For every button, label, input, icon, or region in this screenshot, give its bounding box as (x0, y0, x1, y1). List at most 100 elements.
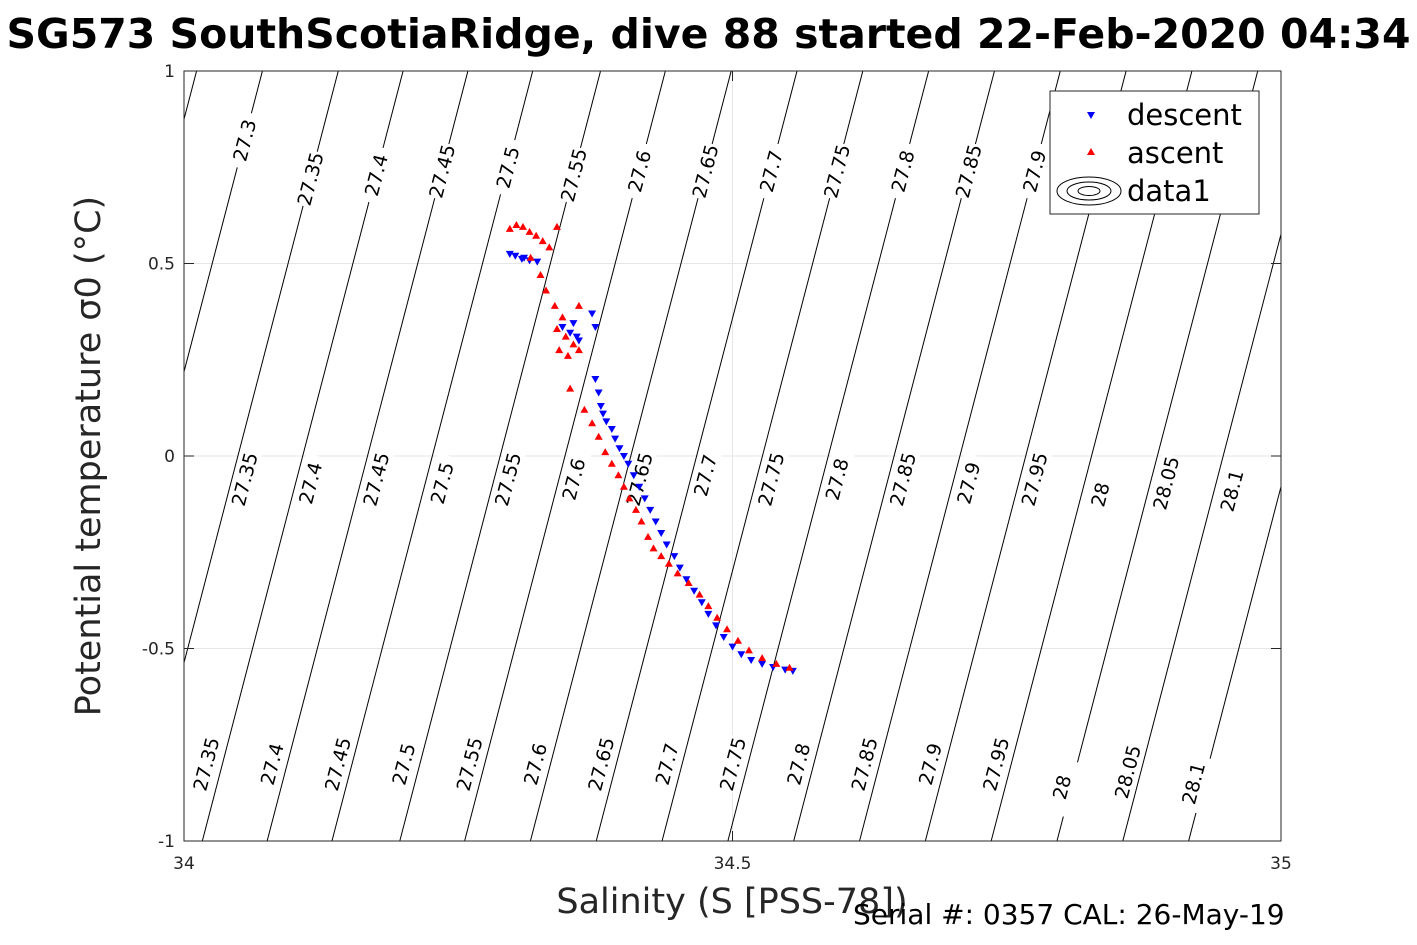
ascent-point (532, 231, 541, 239)
ascent-point (525, 227, 534, 235)
ascent-point (664, 559, 673, 567)
isopycnal-label-bg (451, 734, 487, 794)
isopycnal-label-bg (226, 449, 263, 509)
x-axis-label: Salinity (S [PSS-78]) (556, 882, 907, 922)
axis-ticks: 34 34.5 35 -1 -0.5 0 0.5 1 (142, 62, 1292, 874)
descent-point (607, 426, 616, 434)
legend: descent ascent data1 (1049, 90, 1260, 215)
y-axis-label: Potential temperature σ0 (°C) (69, 196, 109, 716)
isopycnal-label-bg (1175, 753, 1211, 814)
isopycnal-label-bg (648, 734, 685, 794)
ascent-point (733, 636, 742, 644)
descent-point (574, 337, 583, 345)
ascent-point (538, 237, 547, 245)
isopycnal-line (331, 71, 534, 841)
ascent-point (594, 432, 603, 440)
ascent-point (505, 224, 514, 232)
ascent-point (673, 569, 682, 577)
ascent-point (512, 221, 521, 228)
ascent-point (601, 448, 610, 456)
ascent-point (518, 222, 527, 230)
ascent-point (574, 346, 583, 354)
isopycnal-label-bg (1043, 757, 1080, 817)
descent-point (635, 483, 644, 491)
isopycnal-label-bg (1148, 453, 1184, 513)
isopycnal-label-bg (555, 449, 592, 509)
y-tick-label: -1 (158, 832, 175, 852)
isopycnal-label-bg (517, 734, 553, 794)
descent-point (591, 376, 600, 383)
ascent-point (744, 646, 753, 654)
isopycnal-label-bg (819, 141, 855, 201)
isopycnal-label-bg (1213, 460, 1250, 521)
y-tick-label: -0.5 (142, 640, 175, 660)
ascent-point (526, 253, 535, 261)
isopycnal-label-bg (1109, 741, 1146, 802)
isopycnal-line (1188, 484, 1281, 841)
isopycnal-label-bg (714, 734, 751, 794)
isopycnal-label-bg (424, 453, 460, 513)
isopycnal-line (266, 71, 469, 841)
isopycnal-line (1122, 232, 1281, 841)
descent-point (719, 633, 728, 641)
legend-contour-label: data1 (1127, 174, 1211, 208)
isopycnal-label-bg (1016, 449, 1052, 509)
ascent-point (552, 222, 561, 230)
ascent-point (713, 613, 722, 621)
ascent-point (785, 663, 794, 671)
isopycnal-line (184, 71, 263, 374)
y-tick-label: 0.5 (148, 255, 175, 275)
ascent-point (558, 313, 567, 321)
isopycnal-line (464, 71, 666, 841)
isopycnal-label-bg (621, 449, 657, 509)
ascent-point (758, 654, 767, 662)
isopycnal-label-bg (358, 145, 394, 205)
descent-point (572, 333, 581, 341)
legend-contour-icon (1056, 176, 1122, 206)
legend-ascent-label: ascent (1127, 136, 1223, 170)
descent-point (728, 643, 737, 651)
isopycnal-label-bg (1016, 141, 1052, 201)
ascent-point (695, 590, 704, 598)
descent-point (747, 657, 756, 665)
ascent-point (542, 286, 551, 294)
descent-point (588, 310, 597, 318)
ascent-point (566, 384, 575, 392)
isopycnal-label-bg (1082, 464, 1118, 525)
isopycnal-label-bg (292, 148, 328, 209)
descent-point (651, 518, 660, 526)
isopycnal-label-bg (254, 734, 290, 794)
descent-point (558, 324, 567, 332)
ascent-point (607, 459, 616, 467)
descent-point (591, 324, 600, 332)
isopycnal-label-bg (489, 137, 526, 198)
isopycnal-label-bg (188, 734, 224, 794)
legend-descent-label: descent (1127, 98, 1242, 132)
isopycnal-label-bg (819, 449, 855, 509)
ascent-point (684, 579, 693, 587)
descent-point (569, 320, 578, 328)
descent-point (599, 410, 608, 418)
isopycnal-label-bg (385, 734, 422, 794)
descent-point (682, 576, 691, 584)
isopycnal-label-bg (753, 141, 789, 201)
descent-point (511, 252, 520, 260)
ascent-point (555, 346, 564, 354)
ascent-point (614, 471, 623, 479)
descent-point (624, 460, 633, 468)
isopycnal-line (727, 71, 930, 841)
descent-point (594, 389, 603, 397)
y-tick-label: 0 (164, 447, 175, 467)
y-tick-label: 1 (164, 62, 175, 82)
ascent-point (644, 532, 653, 540)
descent-point (662, 541, 671, 549)
descent-point (670, 553, 679, 561)
ascent-point (723, 625, 732, 633)
isopycnal-label-bg (621, 141, 657, 201)
ascent-point (561, 332, 570, 340)
isopycnal-label-bg (226, 110, 263, 171)
isopycnal-line (595, 71, 798, 841)
descent-point (640, 495, 649, 503)
isopycnal-label-bg (912, 734, 948, 794)
